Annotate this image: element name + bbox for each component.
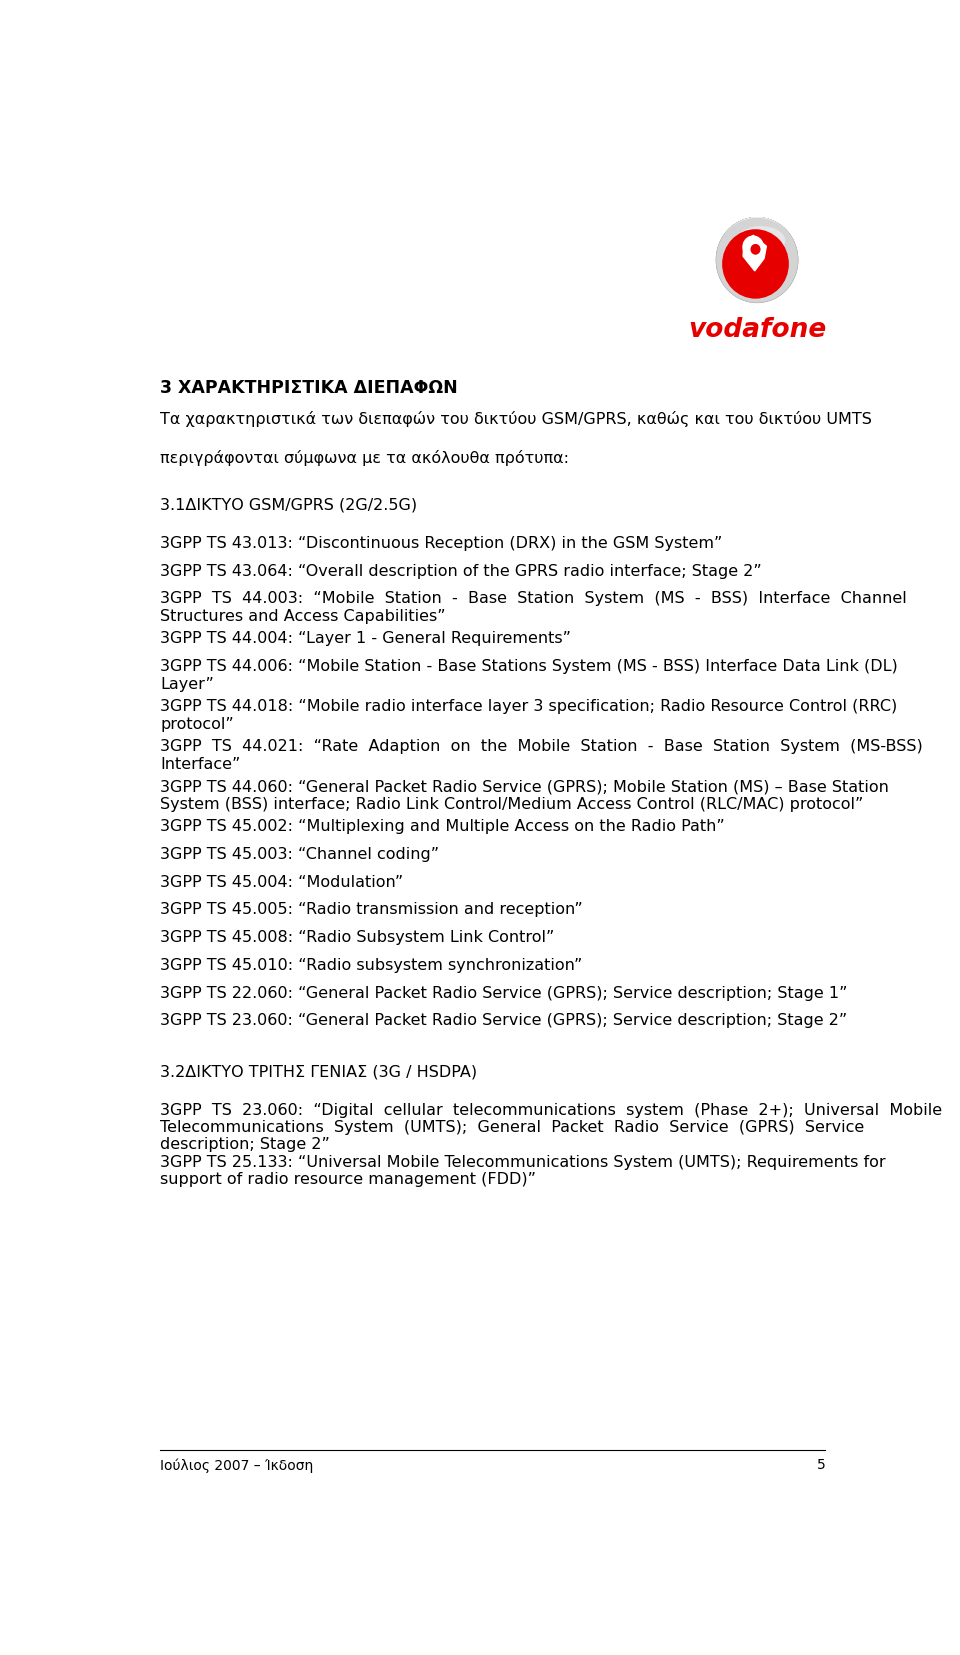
Polygon shape (743, 237, 766, 271)
Text: 3GPP TS 44.018: “Mobile radio interface layer 3 specification; Radio Resource Co: 3GPP TS 44.018: “Mobile radio interface … (160, 698, 898, 732)
Ellipse shape (719, 218, 795, 298)
Text: 3GPP TS 45.002: “Multiplexing and Multiple Access on the Radio Path”: 3GPP TS 45.002: “Multiplexing and Multip… (160, 819, 725, 834)
Ellipse shape (717, 218, 797, 301)
Ellipse shape (720, 218, 794, 296)
Ellipse shape (719, 218, 796, 298)
Ellipse shape (720, 218, 794, 296)
Ellipse shape (717, 218, 797, 303)
Text: Ιούλιος 2007 – Ίκδοση: Ιούλιος 2007 – Ίκδοση (160, 1458, 314, 1471)
Ellipse shape (742, 237, 764, 260)
Ellipse shape (717, 218, 797, 301)
Ellipse shape (719, 218, 795, 298)
Ellipse shape (718, 218, 796, 300)
Ellipse shape (719, 218, 795, 298)
Text: 3GPP TS 43.064: “Overall description of the GPRS radio interface; Stage 2”: 3GPP TS 43.064: “Overall description of … (160, 563, 762, 578)
Text: vodafone: vodafone (688, 316, 827, 343)
Text: 3GPP TS 44.060: “General Packet Radio Service (GPRS); Mobile Station (MS) – Base: 3GPP TS 44.060: “General Packet Radio Se… (160, 780, 889, 811)
Ellipse shape (718, 218, 797, 301)
Ellipse shape (718, 218, 796, 300)
Ellipse shape (722, 230, 789, 300)
Text: περιγράφονται σύμφωνα με τα ακόλουθα πρότυπα:: περιγράφονται σύμφωνα με τα ακόλουθα πρό… (160, 450, 569, 465)
Ellipse shape (716, 218, 798, 303)
Text: 3GPP  TS  23.060:  “Digital  cellular  telecommunications  system  (Phase  2+); : 3GPP TS 23.060: “Digital cellular teleco… (160, 1102, 943, 1152)
Ellipse shape (716, 218, 798, 303)
Ellipse shape (718, 218, 796, 300)
Ellipse shape (717, 218, 797, 301)
Ellipse shape (717, 218, 797, 301)
Ellipse shape (736, 227, 785, 257)
Text: 3GPP  TS  44.021:  “Rate  Adaption  on  the  Mobile  Station  -  Base  Station  : 3GPP TS 44.021: “Rate Adaption on the Mo… (160, 738, 924, 771)
Ellipse shape (720, 218, 794, 296)
Ellipse shape (720, 218, 795, 296)
Text: 3GPP TS 44.006: “Mobile Station - Base Stations System (MS - BSS) Interface Data: 3GPP TS 44.006: “Mobile Station - Base S… (160, 659, 898, 692)
Text: 3GPP TS 45.010: “Radio subsystem synchronization”: 3GPP TS 45.010: “Radio subsystem synchro… (160, 957, 583, 973)
Text: 3GPP TS 45.004: “Modulation”: 3GPP TS 45.004: “Modulation” (160, 874, 403, 889)
Text: 3.2ΔΙΚΤΥΟ ΤΡΙΤΗΣ ΓΕΝΙΑΣ (3G / HSDPA): 3.2ΔΙΚΤΥΟ ΤΡΙΤΗΣ ΓΕΝΙΑΣ (3G / HSDPA) (160, 1064, 477, 1079)
Ellipse shape (720, 218, 794, 296)
Text: 3GPP TS 43.013: “Discontinuous Reception (DRX) in the GSM System”: 3GPP TS 43.013: “Discontinuous Reception… (160, 536, 723, 551)
Text: 3GPP TS 23.060: “General Packet Radio Service (GPRS); Service description; Stage: 3GPP TS 23.060: “General Packet Radio Se… (160, 1013, 848, 1028)
Ellipse shape (718, 218, 796, 300)
Ellipse shape (717, 218, 797, 301)
Ellipse shape (716, 218, 798, 303)
Text: 3GPP  TS  44.003:  “Mobile  Station  -  Base  Station  System  (MS  -  BSS)  Int: 3GPP TS 44.003: “Mobile Station - Base S… (160, 591, 907, 624)
Text: 3GPP TS 44.004: “Layer 1 - General Requirements”: 3GPP TS 44.004: “Layer 1 - General Requi… (160, 631, 571, 645)
Text: 3GPP TS 25.133: “Universal Mobile Telecommunications System (UMTS); Requirements: 3GPP TS 25.133: “Universal Mobile Teleco… (160, 1154, 886, 1187)
Text: Τα χαρακτηριστικά των διεπαφών του δικτύου GSM/GPRS, καθώς και του δικτύου UMTS: Τα χαρακτηριστικά των διεπαφών του δικτύ… (160, 410, 873, 427)
Text: 3GPP TS 45.003: “Channel coding”: 3GPP TS 45.003: “Channel coding” (160, 847, 440, 862)
Text: 3GPP TS 45.008: “Radio Subsystem Link Control”: 3GPP TS 45.008: “Radio Subsystem Link Co… (160, 930, 555, 945)
Ellipse shape (720, 218, 794, 296)
Text: 3.1ΔΙΚΤΥΟ GSM/GPRS (2G/2.5G): 3.1ΔΙΚΤΥΟ GSM/GPRS (2G/2.5G) (160, 496, 418, 511)
Ellipse shape (718, 218, 796, 300)
Text: 5: 5 (817, 1458, 826, 1471)
Ellipse shape (717, 218, 798, 303)
Text: 3GPP TS 22.060: “General Packet Radio Service (GPRS); Service description; Stage: 3GPP TS 22.060: “General Packet Radio Se… (160, 985, 848, 1000)
Ellipse shape (751, 245, 760, 255)
Ellipse shape (719, 218, 795, 296)
Text: 3 ΧΑΡΑΚΤΗΡΙΣΤΙΚΑ ΔΙΕΠΑΦΩΝ: 3 ΧΑΡΑΚΤΗΡΙΣΤΙΚΑ ΔΙΕΠΑΦΩΝ (160, 379, 458, 397)
Text: 3GPP TS 45.005: “Radio transmission and reception”: 3GPP TS 45.005: “Radio transmission and … (160, 902, 583, 917)
Ellipse shape (719, 218, 795, 298)
Ellipse shape (716, 218, 798, 303)
Ellipse shape (719, 218, 795, 298)
Ellipse shape (718, 218, 796, 300)
